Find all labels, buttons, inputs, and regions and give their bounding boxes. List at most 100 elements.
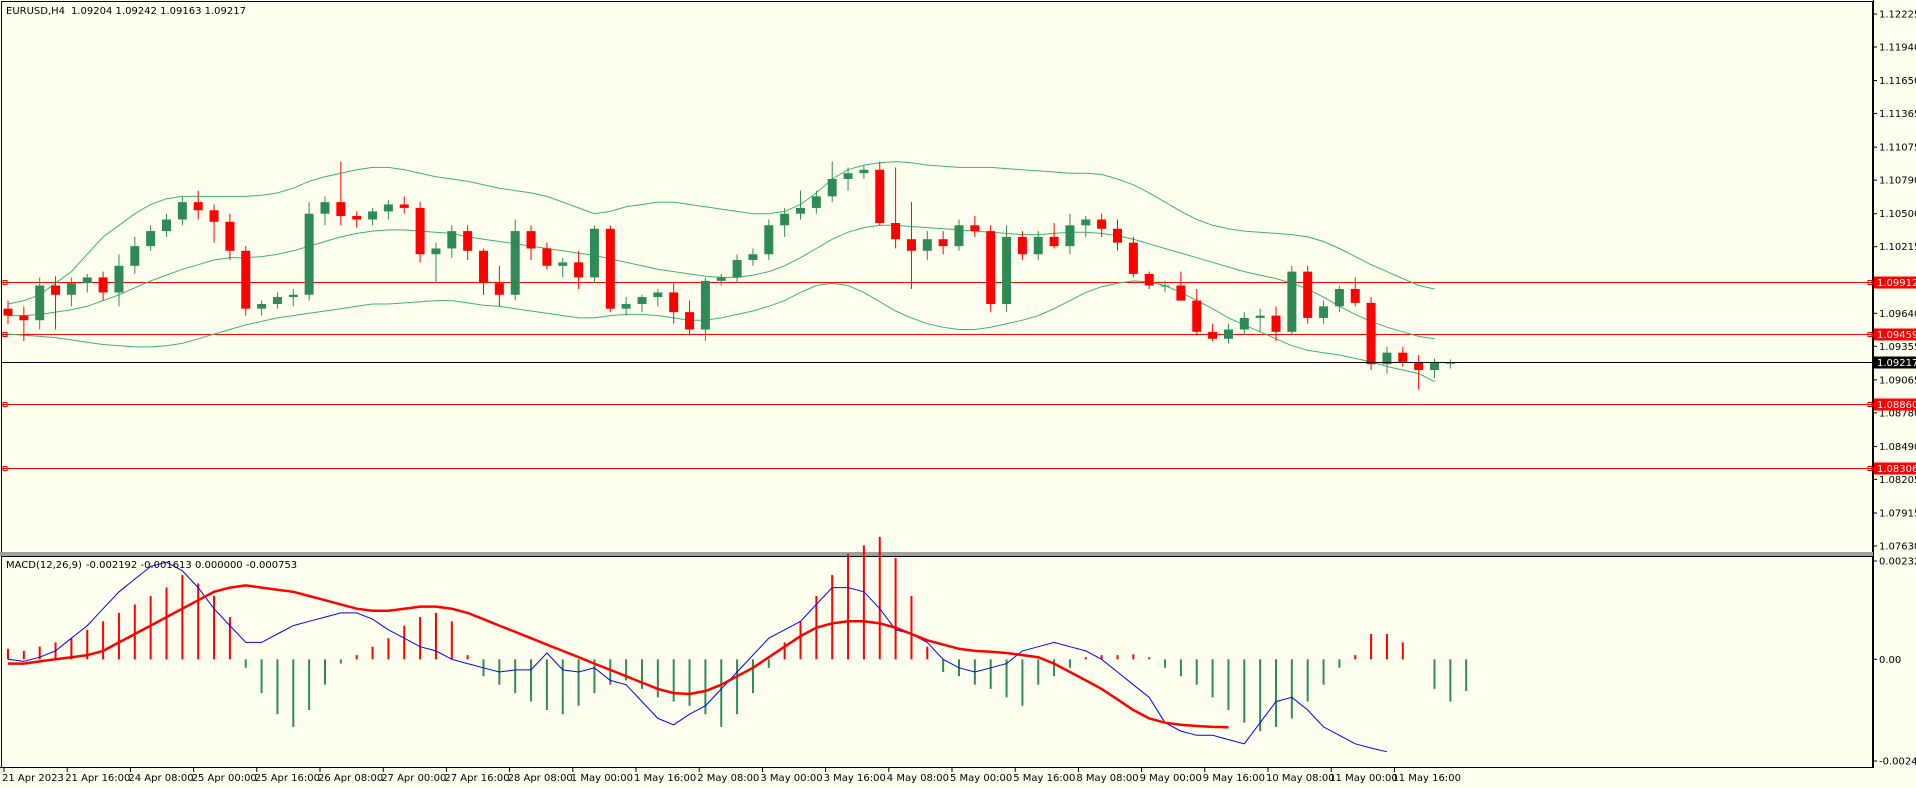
level-right-handle[interactable] (1867, 402, 1873, 407)
candle (1208, 323, 1218, 342)
candle (1176, 271, 1186, 301)
candle (1097, 213, 1107, 237)
level-price-tag (1874, 328, 1916, 341)
level-price-tag (1874, 462, 1916, 475)
candle (1017, 231, 1027, 261)
candle (479, 248, 488, 295)
candle (288, 288, 298, 307)
candle (1065, 213, 1075, 255)
time-tick-label: 4 May 08:00 (887, 773, 949, 784)
candle (716, 273, 726, 286)
candle (193, 190, 203, 220)
horizontal-levels[interactable]: 1.09912 1.09459 1.08860 1.08306 (2, 276, 1916, 476)
price-tick-label: 1.10500 (1879, 209, 1916, 220)
time-tick-label: 28 Apr 08:00 (508, 773, 573, 784)
candle (66, 277, 76, 307)
time-tick-label: 10 May 08:00 (1266, 773, 1335, 784)
time-tick-label: 5 May 16:00 (1013, 773, 1075, 784)
candle (162, 213, 171, 237)
price-tick-label: 1.11075 (1879, 143, 1916, 154)
level-right-handle[interactable] (1867, 466, 1873, 471)
candle (399, 196, 409, 214)
level-left-handle[interactable] (2, 332, 8, 337)
candle (98, 271, 108, 301)
candle (891, 167, 901, 249)
price-tick-label: 1.09640 (1879, 309, 1916, 320)
price-tick-label: 1.09065 (1879, 375, 1916, 386)
candle (605, 225, 615, 313)
candle (938, 231, 948, 255)
price-tick-label: 1.11940 (1879, 42, 1916, 53)
candle (1287, 265, 1297, 336)
candle (3, 300, 13, 324)
level-right-handle[interactable] (1867, 280, 1873, 285)
candle (336, 161, 346, 226)
time-tick-label: 26 Apr 08:00 (318, 773, 383, 784)
candle (1303, 265, 1313, 324)
price-tick-label: 1.11650 (1879, 76, 1916, 87)
level-price-label: 1.08860 (1877, 400, 1916, 411)
macd-tick-label: 0.002329 (1879, 557, 1916, 568)
candlesticks (3, 161, 1455, 390)
candle (1445, 359, 1455, 369)
candle (1430, 358, 1439, 379)
time-tick-label: 27 Apr 16:00 (444, 773, 509, 784)
price-tick-label: 1.07630 (1879, 542, 1916, 553)
candle (463, 225, 473, 261)
price-tick-label: 1.09355 (1879, 342, 1916, 353)
candle (510, 219, 520, 301)
level-right-handle[interactable] (1867, 332, 1873, 337)
current-price-line: 1.09217 (2, 356, 1916, 369)
bollinger-bands (7, 161, 1435, 383)
band-lower-line (7, 280, 1435, 383)
price-tick-label: 1.10790 (1879, 176, 1916, 187)
candle (1002, 225, 1012, 313)
candle (1382, 346, 1392, 374)
candle (1049, 222, 1059, 249)
time-tick-label: 2 May 08:00 (697, 773, 759, 784)
candle (352, 211, 362, 228)
level-left-handle[interactable] (2, 402, 8, 407)
candle (637, 294, 647, 313)
candle (906, 202, 916, 289)
macd-values: -0.002192 -0.001613 0.000000 -0.000753 (86, 560, 297, 571)
level-left-handle[interactable] (2, 466, 8, 471)
level-price-label: 1.08306 (1877, 464, 1916, 475)
candle (1160, 280, 1170, 293)
price-panel-frame (1, 1, 1873, 553)
candle (811, 190, 821, 214)
price-axis-ticks: 1.12225 1.11940 1.11650 1.11365 1.11075 1.107… (1873, 10, 1916, 553)
price-tick-label: 1.11365 (1879, 109, 1916, 120)
candle (368, 207, 378, 226)
candle (146, 225, 156, 251)
panel-separator (0, 552, 1873, 556)
candle (225, 213, 235, 261)
level-price-label: 1.09912 (1877, 278, 1916, 289)
bid-price-label: 1.09217 (1877, 358, 1916, 369)
candle (114, 254, 124, 307)
time-tick-label: 25 Apr 16:00 (255, 773, 320, 784)
candle (542, 242, 552, 270)
time-tick-label: 27 Apr 00:00 (381, 773, 446, 784)
candle (320, 196, 330, 226)
candle (764, 219, 774, 261)
candle (257, 300, 267, 316)
candle (970, 216, 980, 237)
time-tick-label: 5 May 00:00 (950, 773, 1012, 784)
candle (447, 225, 457, 258)
level-left-handle[interactable] (2, 280, 8, 285)
candle (1033, 231, 1043, 261)
band-upper-line (7, 161, 1435, 305)
candle (574, 250, 584, 289)
candle (177, 196, 187, 226)
price-tick-label: 1.10215 (1879, 242, 1916, 253)
candle (653, 288, 663, 307)
price-tick-label: 1.08205 (1879, 475, 1916, 486)
candle (304, 202, 314, 301)
macd-line (7, 561, 1388, 753)
candle (1144, 271, 1154, 289)
candle (1334, 285, 1344, 313)
candle (748, 248, 758, 266)
candle (383, 199, 393, 220)
